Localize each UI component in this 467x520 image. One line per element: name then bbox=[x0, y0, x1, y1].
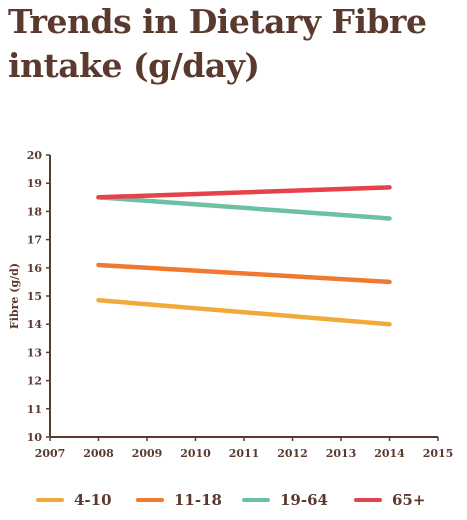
y-axis-label: Fibre (g/d) bbox=[8, 263, 21, 329]
legend-item-11-18: 11-18 bbox=[136, 488, 222, 512]
legend-item-19-64: 19-64 bbox=[242, 488, 328, 512]
line-chart: 10 11 12 13 14 15 16 17 18 19 20 2007 2008 2009 2010 20… bbox=[8, 149, 453, 460]
series-line-4-10 bbox=[96, 297, 392, 327]
x-tick-label: 2010 bbox=[180, 447, 211, 460]
x-tick-label: 2012 bbox=[277, 447, 308, 460]
x-tick-label: 2011 bbox=[229, 447, 260, 460]
y-tick-label: 19 bbox=[27, 177, 42, 190]
x-tick-label: 2015 bbox=[423, 447, 454, 460]
chart-title-line-2: intake (g/day) bbox=[8, 46, 260, 85]
series-line-11-18 bbox=[96, 262, 392, 285]
x-tick-label: 2008 bbox=[83, 447, 114, 460]
legend-swatch bbox=[36, 498, 64, 502]
legend-item-4-10: 4-10 bbox=[36, 488, 112, 512]
chart-title: Trends in Dietary Fibre intake (g/day) bbox=[8, 0, 463, 88]
legend-label: 19-64 bbox=[280, 491, 328, 509]
y-tick-label: 12 bbox=[27, 375, 42, 388]
x-tick-label: 2009 bbox=[132, 447, 163, 460]
legend-swatch bbox=[354, 498, 382, 502]
legend-label: 11-18 bbox=[174, 491, 222, 509]
legend-swatch bbox=[136, 498, 164, 502]
series-line-65+ bbox=[96, 185, 392, 200]
x-tick-label: 2007 bbox=[35, 447, 66, 460]
y-tick-label: 15 bbox=[27, 290, 42, 303]
y-tick-label: 14 bbox=[27, 318, 43, 331]
legend-swatch bbox=[242, 498, 270, 502]
x-tick-label: 2013 bbox=[326, 447, 357, 460]
legend-label: 65+ bbox=[392, 491, 426, 509]
legend-label: 4-10 bbox=[74, 491, 112, 509]
y-tick-label: 16 bbox=[27, 262, 43, 275]
y-tick-label: 18 bbox=[27, 205, 43, 218]
y-tick-label: 20 bbox=[27, 149, 43, 162]
legend-item-65+: 65+ bbox=[354, 488, 425, 512]
y-tick-label: 10 bbox=[27, 431, 43, 444]
y-tick-label: 11 bbox=[27, 403, 42, 416]
chart-title-line-1: Trends in Dietary Fibre bbox=[8, 2, 427, 41]
series-line-19-64 bbox=[96, 195, 392, 221]
x-tick-label: 2014 bbox=[374, 447, 405, 460]
chart-axes: 10 11 12 13 14 15 16 17 18 19 20 2007 2008 2009 2010 20… bbox=[8, 149, 453, 460]
y-tick-label: 17 bbox=[27, 234, 42, 247]
chart-series bbox=[96, 185, 392, 327]
chart-legend: 4-10 11-18 19-64 65+ bbox=[0, 488, 467, 512]
y-tick-label: 13 bbox=[27, 346, 42, 359]
